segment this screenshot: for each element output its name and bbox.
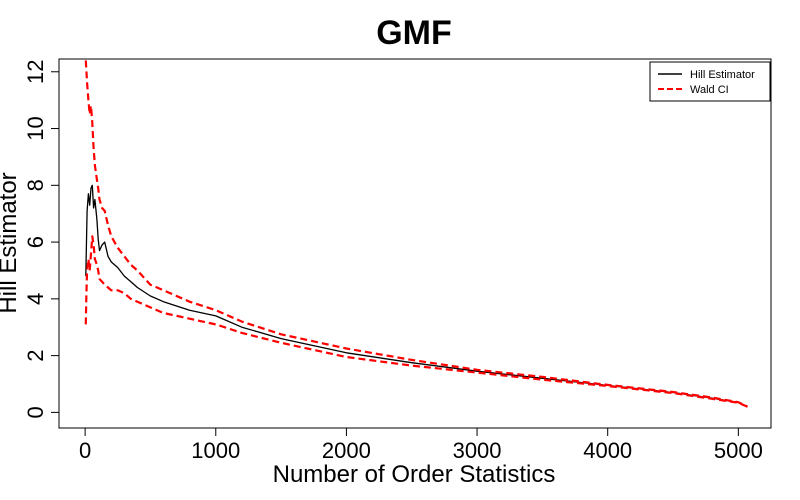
- plot-frame: [58, 58, 772, 429]
- x-tick-label: 4000: [583, 438, 632, 463]
- legend: Hill Estimator Wald CI: [649, 61, 771, 102]
- wald-ci-upper-line: [84, 60, 748, 408]
- x-axis: 0 1000 2000 3000 4000 5000: [79, 427, 763, 463]
- x-tick-label: 2000: [322, 438, 371, 463]
- wald-ci-lower-line: [84, 235, 748, 408]
- y-tick-label: 6: [23, 236, 48, 248]
- series-layer: [84, 60, 748, 408]
- hill-estimator-line: [85, 184, 748, 408]
- chart-title: GMF: [376, 14, 452, 52]
- x-tick-label: 5000: [714, 438, 763, 463]
- y-tick-label: 10: [23, 116, 48, 140]
- y-tick-label: 8: [23, 179, 48, 191]
- legend-label-hill: Hill Estimator: [690, 69, 755, 81]
- legend-box: [649, 61, 771, 102]
- x-tick-label: 0: [79, 438, 91, 463]
- y-tick-label: 12: [23, 60, 48, 84]
- y-tick-label: 0: [23, 406, 48, 418]
- y-axis: 0 2 4 6 8 10 12: [23, 60, 60, 419]
- y-axis-label: Hill Estimator: [0, 172, 22, 313]
- y-tick-label: 2: [23, 349, 48, 361]
- x-axis-label: Number of Order Statistics: [273, 461, 556, 488]
- x-tick-label: 1000: [191, 438, 240, 463]
- y-tick-label: 4: [23, 293, 48, 305]
- legend-label-wald: Wald CI: [690, 84, 729, 96]
- x-tick-label: 3000: [453, 438, 502, 463]
